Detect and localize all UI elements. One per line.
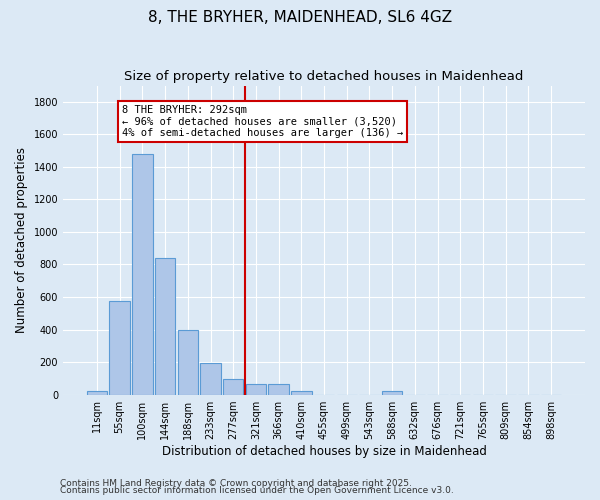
X-axis label: Distribution of detached houses by size in Maidenhead: Distribution of detached houses by size … [161, 444, 487, 458]
Bar [87, 392, 107, 394]
Bar [223, 379, 244, 394]
Bar [178, 330, 198, 394]
Bar [382, 392, 403, 394]
Text: Contains public sector information licensed under the Open Government Licence v3: Contains public sector information licen… [60, 486, 454, 495]
Title: Size of property relative to detached houses in Maidenhead: Size of property relative to detached ho… [124, 70, 524, 83]
Y-axis label: Number of detached properties: Number of detached properties [15, 147, 28, 333]
Bar [132, 154, 152, 394]
Text: 8, THE BRYHER, MAIDENHEAD, SL6 4GZ: 8, THE BRYHER, MAIDENHEAD, SL6 4GZ [148, 10, 452, 25]
Text: 8 THE BRYHER: 292sqm
← 96% of detached houses are smaller (3,520)
4% of semi-det: 8 THE BRYHER: 292sqm ← 96% of detached h… [122, 105, 403, 138]
Text: Contains HM Land Registry data © Crown copyright and database right 2025.: Contains HM Land Registry data © Crown c… [60, 478, 412, 488]
Bar [245, 384, 266, 394]
Bar [200, 363, 221, 394]
Bar [109, 301, 130, 394]
Bar [291, 392, 311, 394]
Bar [155, 258, 175, 394]
Bar [268, 384, 289, 394]
